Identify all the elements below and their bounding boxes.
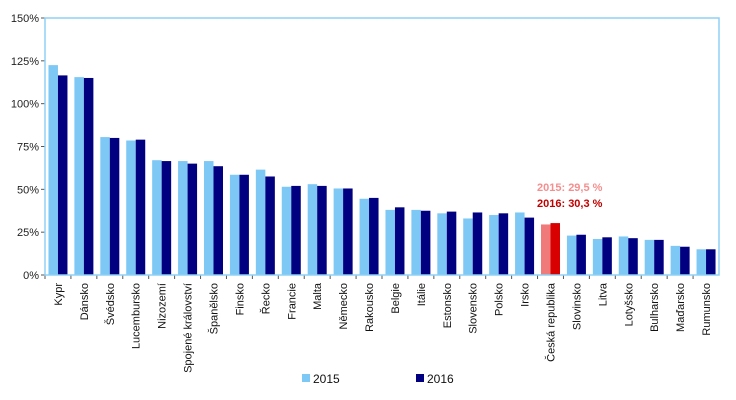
annotation-2016: 2016: 30,3 % bbox=[537, 198, 603, 210]
x-category-label: Polsko bbox=[494, 283, 506, 316]
bar-2016 bbox=[317, 185, 327, 275]
legend-swatch-2015 bbox=[302, 374, 310, 382]
bar-2016 bbox=[394, 207, 405, 275]
bar-2015 bbox=[48, 65, 58, 275]
x-category-label: Slovensko bbox=[468, 283, 480, 334]
bar-2016 bbox=[109, 137, 120, 275]
bar-2016 bbox=[57, 75, 68, 275]
bar-2015 bbox=[644, 239, 655, 275]
bar-2015 bbox=[307, 184, 318, 275]
x-category-label: Belgie bbox=[390, 283, 402, 314]
y-tick-label: 125% bbox=[11, 56, 39, 68]
bar-2016 bbox=[602, 237, 612, 275]
bar-2015 bbox=[541, 224, 551, 275]
bar-2016 bbox=[446, 211, 457, 275]
bars bbox=[44, 65, 716, 279]
x-category-label: Estonsko bbox=[442, 283, 454, 328]
bar-2016 bbox=[135, 139, 146, 275]
x-category-label: Rumunsko bbox=[701, 283, 713, 336]
bar-2015 bbox=[696, 249, 707, 275]
bar-2015 bbox=[204, 161, 214, 275]
bar-2016 bbox=[83, 77, 94, 275]
x-category-label: Česká republika bbox=[545, 282, 558, 362]
x-category-label: Francie bbox=[286, 283, 298, 320]
bar-2015 bbox=[152, 160, 162, 275]
bar-2016 bbox=[187, 163, 198, 275]
bar-2015 bbox=[515, 212, 525, 275]
bar-2015 bbox=[281, 186, 292, 275]
x-category-label: Rakousko bbox=[364, 283, 376, 332]
x-category-label: Bulharsko bbox=[649, 283, 661, 332]
bar-2015 bbox=[463, 218, 473, 275]
bar-2015 bbox=[566, 235, 577, 275]
bar-2016 bbox=[161, 161, 172, 275]
bar-2015 bbox=[178, 161, 188, 275]
bar-2016 bbox=[628, 238, 638, 275]
bar-2015 bbox=[618, 236, 629, 275]
x-category-label: Spojené království bbox=[183, 283, 195, 373]
x-category-label: Lucembursko bbox=[131, 283, 143, 349]
x-category-label: Dánsko bbox=[79, 283, 91, 320]
y-tick-label: 75% bbox=[17, 142, 39, 154]
legend: 2015 2016 bbox=[302, 372, 454, 386]
plot-frame bbox=[44, 17, 720, 276]
y-tick-label: 0% bbox=[23, 270, 39, 282]
x-category-label: Řecko bbox=[259, 283, 272, 314]
legend-swatch-2016 bbox=[416, 374, 424, 382]
bar-2016 bbox=[343, 188, 353, 275]
x-category-label: Švédsko bbox=[104, 283, 117, 325]
bar-2015 bbox=[489, 215, 499, 275]
bar-2015 bbox=[126, 140, 136, 275]
bar-2016 bbox=[239, 174, 249, 275]
x-category-label: Irsko bbox=[520, 283, 532, 307]
bar-2015 bbox=[255, 169, 266, 275]
x-category-label: Nizozemí bbox=[157, 283, 169, 329]
bar-2016 bbox=[472, 212, 483, 275]
x-category-label: Finsko bbox=[234, 283, 246, 315]
bar-2016 bbox=[576, 234, 586, 275]
x-category-label: Itálie bbox=[416, 283, 428, 306]
y-axis: 0% 25% 50% 75% 100% 125% 150% bbox=[11, 13, 45, 282]
bar-2015 bbox=[411, 209, 421, 275]
bar-2016 bbox=[524, 217, 535, 275]
bar-2015 bbox=[670, 245, 681, 275]
bar-2016 bbox=[291, 185, 301, 275]
y-tick-label: 25% bbox=[17, 227, 39, 239]
x-category-label: Litva bbox=[597, 282, 609, 306]
bar-2016 bbox=[213, 166, 223, 275]
bar-2015 bbox=[333, 188, 344, 275]
x-category-label: Lotyšsko bbox=[623, 283, 635, 326]
bar-2016 bbox=[498, 213, 509, 275]
bar-2016 bbox=[680, 246, 690, 275]
bar-2015 bbox=[592, 239, 603, 275]
bar-2015 bbox=[74, 77, 84, 275]
x-category-label: Kypr bbox=[53, 283, 65, 306]
bar-2015 bbox=[359, 198, 370, 275]
annotation-2015: 2015: 29,5 % bbox=[537, 182, 603, 194]
bar-2016 bbox=[654, 239, 664, 275]
x-category-label: Maďarsko bbox=[675, 283, 687, 332]
legend-label-2016: 2016 bbox=[427, 372, 454, 386]
y-tick-label: 50% bbox=[17, 184, 39, 196]
x-category-label: Slovinsko bbox=[571, 283, 583, 330]
bar-2015 bbox=[437, 213, 447, 275]
annotations: 2015: 29,5 % 2016: 30,3 % bbox=[537, 182, 603, 210]
x-category-label: Španělsko bbox=[208, 283, 221, 334]
y-tick-label: 100% bbox=[11, 99, 39, 111]
bar-2015 bbox=[229, 174, 240, 275]
y-tick-label: 150% bbox=[11, 13, 39, 25]
bar-2016 bbox=[550, 223, 560, 275]
bar-2015 bbox=[385, 209, 395, 275]
bar-2016 bbox=[706, 249, 716, 275]
bar-2016 bbox=[265, 176, 275, 275]
bar-2016 bbox=[369, 197, 379, 275]
x-category-label: Malta bbox=[312, 282, 324, 310]
x-category-label: Německo bbox=[338, 283, 350, 329]
legend-label-2015: 2015 bbox=[313, 372, 340, 386]
bar-2015 bbox=[100, 137, 110, 275]
bar-2016 bbox=[420, 210, 431, 275]
x-axis-labels: Kypr Dánsko Švédsko Lucembursko Nizozemí Spoj… bbox=[53, 282, 713, 373]
